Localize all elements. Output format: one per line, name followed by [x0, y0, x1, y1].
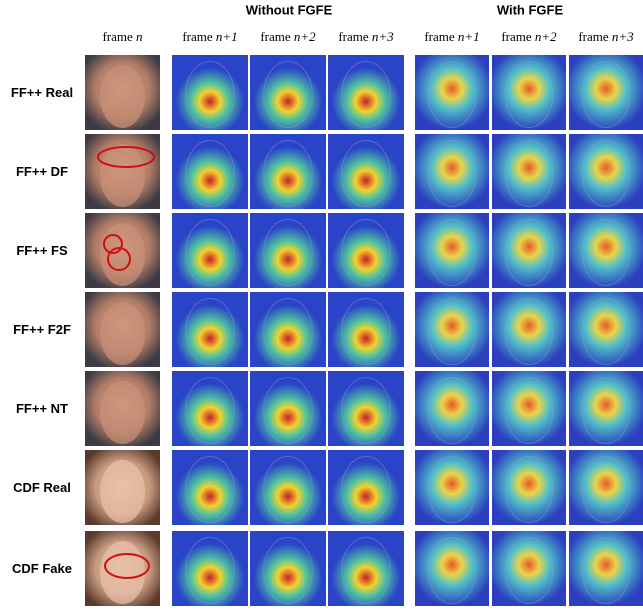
heatmap: [492, 371, 566, 446]
column-index: n+1: [216, 29, 238, 44]
heatmap: [172, 213, 248, 288]
column-index: n+2: [294, 29, 316, 44]
heatmap: [328, 450, 404, 525]
heatmap: [415, 55, 489, 130]
face: [100, 460, 145, 523]
column-word: frame: [102, 29, 136, 44]
column-header: frame n: [102, 29, 142, 44]
heatmap: [415, 531, 489, 606]
figure: Without FGFEWith FGFEframe nframe n+1fra…: [0, 0, 643, 616]
column-index: n+3: [372, 29, 394, 44]
heatmap: [172, 531, 248, 606]
heatmap: [172, 55, 248, 130]
column-index: n+3: [612, 29, 634, 44]
heatmap: [250, 213, 326, 288]
row-label: FF++ NT: [16, 401, 68, 416]
heatmap: [250, 531, 326, 606]
heatmap: [172, 292, 248, 367]
heatmap: [250, 134, 326, 209]
face: [100, 144, 145, 207]
heatmap: [328, 371, 404, 446]
face: [100, 223, 145, 286]
heatmap: [328, 531, 404, 606]
heatmap: [569, 55, 643, 130]
row-label: FF++ Real: [11, 85, 73, 100]
column-word: frame: [260, 29, 294, 44]
column-index: n: [136, 29, 143, 44]
heatmap: [569, 450, 643, 525]
face: [100, 541, 145, 604]
heatmap: [172, 134, 248, 209]
heatmap: [415, 450, 489, 525]
column-word: frame: [578, 29, 612, 44]
heatmap: [250, 371, 326, 446]
heatmap: [172, 450, 248, 525]
column-word: frame: [338, 29, 372, 44]
face: [100, 65, 145, 128]
heatmap: [415, 134, 489, 209]
heatmap: [569, 213, 643, 288]
column-header: frame n+3: [578, 29, 634, 44]
heatmap: [415, 292, 489, 367]
heatmap: [492, 134, 566, 209]
column-header: frame n+1: [182, 29, 237, 44]
group-header: Without FGFE: [246, 2, 333, 17]
column-word: frame: [182, 29, 216, 44]
heatmap: [569, 134, 643, 209]
face: [100, 302, 145, 365]
heatmap: [250, 292, 326, 367]
heatmap: [492, 213, 566, 288]
row-label: CDF Real: [13, 480, 71, 495]
heatmap: [415, 213, 489, 288]
column-header: frame n+3: [338, 29, 394, 44]
row-label: FF++ F2F: [13, 322, 71, 337]
heatmap: [492, 450, 566, 525]
heatmap: [415, 371, 489, 446]
row-label: CDF Fake: [12, 561, 72, 576]
heatmap: [492, 292, 566, 367]
heatmap: [569, 531, 643, 606]
heatmap: [492, 55, 566, 130]
column-index: n+2: [535, 29, 557, 44]
column-header: frame n+2: [260, 29, 316, 44]
row-label: FF++ FS: [16, 243, 68, 258]
column-word: frame: [424, 29, 458, 44]
row-label: FF++ DF: [16, 164, 68, 179]
image-grid: [85, 55, 643, 606]
heatmap: [172, 371, 248, 446]
heatmap: [328, 213, 404, 288]
heatmap: [569, 292, 643, 367]
face: [100, 381, 145, 444]
heatmap: [328, 292, 404, 367]
heatmap: [492, 531, 566, 606]
heatmap: [328, 55, 404, 130]
heatmap: [250, 55, 326, 130]
group-header: With FGFE: [497, 2, 564, 17]
column-word: frame: [501, 29, 535, 44]
column-index: n+1: [458, 29, 480, 44]
heatmap: [250, 450, 326, 525]
column-header: frame n+2: [501, 29, 557, 44]
heatmap: [569, 371, 643, 446]
column-header: frame n+1: [424, 29, 479, 44]
heatmap: [328, 134, 404, 209]
